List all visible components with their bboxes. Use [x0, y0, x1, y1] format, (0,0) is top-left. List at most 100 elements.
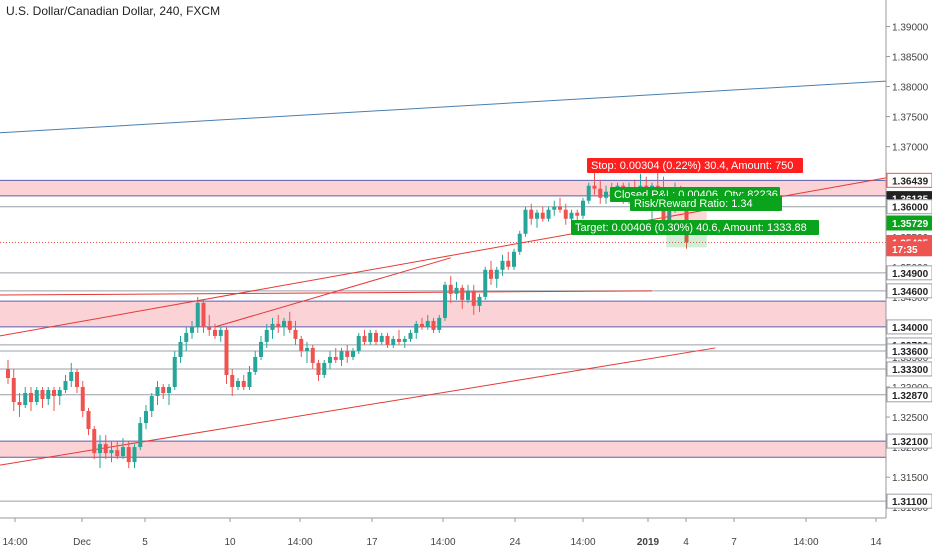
candle-body: [80, 386, 85, 412]
candle-body: [138, 423, 143, 448]
candle-body: [270, 323, 275, 330]
time-tick-label: 24: [509, 537, 521, 548]
candle-body: [172, 356, 177, 387]
candle-body: [305, 347, 309, 351]
candle-body: [581, 200, 585, 216]
time-tick-label: 10: [224, 537, 236, 548]
candle-body: [575, 212, 580, 216]
candle-body: [207, 326, 212, 330]
price-tag-box: [886, 343, 932, 359]
candle-body: [218, 329, 223, 336]
candle-body: [667, 209, 672, 222]
candle-body: [299, 338, 304, 351]
candle-body: [592, 185, 597, 189]
stop-label-box: [587, 158, 803, 173]
candle-body: [23, 393, 28, 406]
candle-body: [282, 320, 286, 327]
stop-label: Stop: 0.00304 (0.22%) 30.4, Amount: 750: [591, 160, 793, 172]
price-tick-label: 1.32000: [892, 443, 929, 454]
candle-body: [552, 206, 557, 210]
candle-body: [155, 386, 160, 397]
price-tick-label: 1.37000: [892, 143, 929, 154]
rr-label-box: [630, 196, 782, 211]
price-tag-box: [886, 319, 932, 335]
candle-body: [558, 206, 562, 210]
price-tag-label: 1.35729: [892, 219, 929, 230]
candle-body: [293, 329, 298, 339]
candle-body: [115, 450, 120, 457]
candle-body: [316, 362, 321, 375]
price-tag-box: [886, 387, 932, 403]
candle-body: [167, 386, 171, 394]
candle-body: [454, 287, 459, 294]
candle-body: [523, 209, 528, 234]
candle-body: [17, 402, 22, 406]
price-tag-box: [886, 215, 932, 231]
candle-body: [247, 371, 252, 387]
price-tag-label: 1.32870: [892, 391, 929, 402]
time-tick-label: 4: [683, 537, 689, 548]
candle-body: [132, 447, 137, 463]
price-tag-box: [886, 361, 932, 377]
price-tick-label: 1.31000: [892, 503, 929, 514]
candle-body: [109, 450, 114, 454]
candle-body: [86, 411, 91, 430]
candle-body: [98, 444, 102, 454]
candle-body: [379, 335, 384, 342]
rr-label: Risk/Reward Ratio: 1.34: [634, 198, 753, 210]
time-tick-label: 14:00: [2, 537, 27, 548]
candle-body: [310, 347, 315, 363]
price-tag-label: 1.34000: [892, 323, 929, 334]
candle-body: [489, 269, 493, 279]
candle-body: [287, 320, 292, 330]
candle-body: [34, 390, 39, 403]
candle-body: [103, 444, 108, 454]
candle-body: [425, 320, 430, 327]
price-tag-box: [886, 199, 932, 215]
candle-body: [356, 335, 361, 351]
price-tick-label: 1.38000: [892, 83, 929, 94]
candle-body: [46, 390, 51, 400]
candle-body: [598, 188, 603, 198]
candle-body: [29, 393, 33, 403]
price-tag-label: 1.31100: [892, 497, 928, 508]
candle-body: [385, 335, 390, 345]
time-axis[interactable]: 14:00 Dec 5 10 14:00 17 14:00 24 14:00 2019 4 7 14:0…: [2, 518, 882, 548]
candle-body: [500, 260, 505, 270]
candle-body: [126, 447, 131, 463]
candle-body: [178, 341, 183, 357]
candle-body: [443, 284, 447, 318]
candle-body: [483, 269, 488, 297]
candle-body: [408, 332, 413, 339]
time-tick-label: 14: [870, 537, 882, 548]
price-tag-label: 1.36000: [892, 203, 929, 214]
time-tick-label: Dec: [73, 537, 91, 548]
candle-body: [264, 329, 269, 342]
price-tag-label: 1.33300: [892, 365, 929, 376]
trendline: [0, 290, 653, 296]
time-tick-label: 5: [142, 537, 148, 548]
candle-body: [69, 371, 74, 381]
target-label-box: [571, 220, 819, 235]
price-tag-box: [886, 172, 932, 188]
time-tick-label: 14:00: [287, 537, 312, 548]
price-tag-label: 17:35: [892, 245, 918, 256]
price-tick-label: 1.39000: [892, 22, 929, 33]
candle-body: [397, 338, 401, 342]
candle-body: [63, 380, 68, 391]
candle-body: [402, 338, 407, 342]
candle-body: [420, 323, 424, 327]
candle-body: [75, 371, 79, 387]
candle-body: [40, 390, 45, 400]
candle-body: [466, 290, 470, 300]
plot-background: [0, 0, 886, 518]
price-tag-box: [886, 493, 932, 509]
candle-body: [190, 326, 194, 333]
trendline: [0, 347, 716, 466]
price-tick-label: 1.34500: [892, 293, 929, 304]
candle-body: [494, 269, 499, 279]
candle-body: [11, 377, 16, 403]
candle-body: [540, 212, 545, 219]
candle-body: [92, 429, 97, 454]
